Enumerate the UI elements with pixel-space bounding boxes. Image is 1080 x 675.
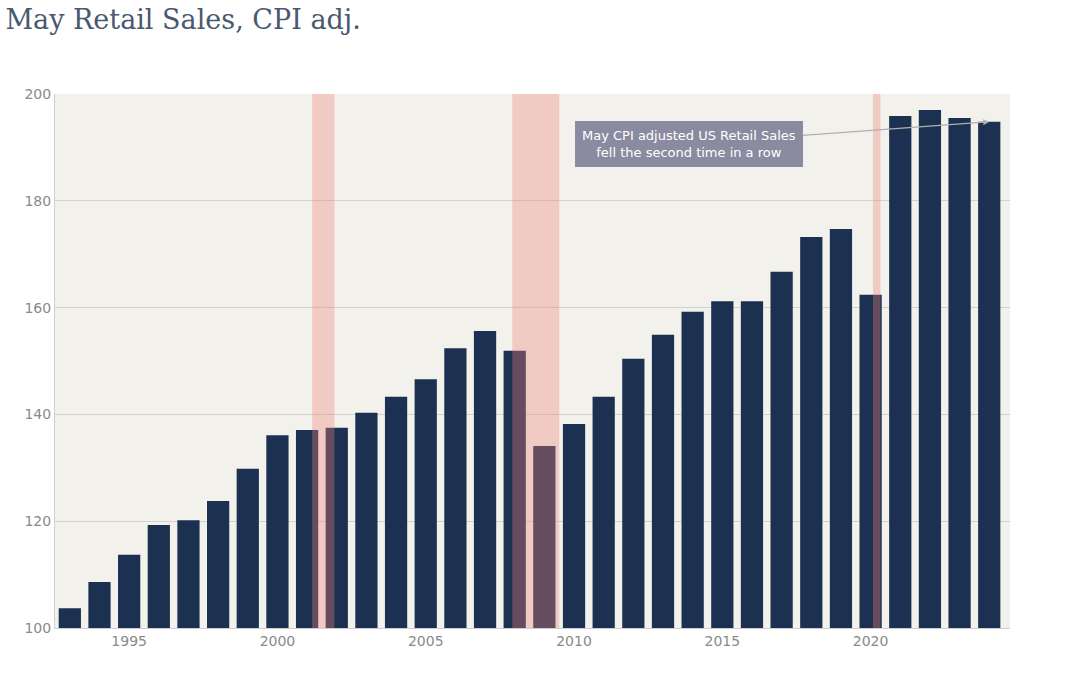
svg-text:160: 160 [24,300,51,316]
svg-text:2015: 2015 [704,633,740,649]
svg-text:2010: 2010 [556,633,592,649]
svg-text:200: 200 [24,86,51,102]
svg-text:140: 140 [24,406,51,422]
svg-text:2005: 2005 [408,633,444,649]
svg-text:May Retail Sales, CPI adj.: May Retail Sales, CPI adj. [5,4,360,35]
svg-text:1995: 1995 [111,633,147,649]
svg-text:180: 180 [24,193,51,209]
svg-text:May CPI adjusted US Retail Sal: May CPI adjusted US Retail Salesfell the… [582,128,796,160]
svg-text:2000: 2000 [260,633,296,649]
svg-text:2020: 2020 [853,633,889,649]
svg-text:100: 100 [24,620,51,636]
svg-text:120: 120 [24,513,51,529]
